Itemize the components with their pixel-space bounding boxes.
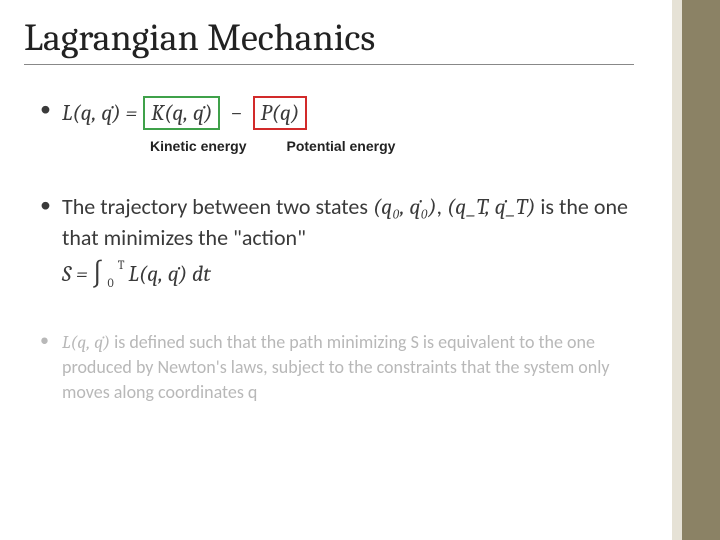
int-lower: 0 (108, 275, 114, 291)
state-0: (q₀, q̇₀) (373, 194, 437, 220)
lagrangian-equation: L(q, q̇) = K(q, q̇) − P(q) (62, 96, 307, 130)
action-body: L(q, q̇) dt (128, 260, 210, 290)
bullet-dot: • (40, 96, 62, 130)
integral-sign: ∫ (92, 256, 104, 294)
state-T: (q_T, q̇_T) (447, 194, 535, 220)
action-equation: S = ∫0T L(q, q̇) dt (62, 256, 640, 294)
def-lead: L(q, q̇) (62, 332, 110, 353)
def-rest: is defined such that the path minimizing… (62, 331, 610, 403)
trajectory-text: The trajectory between two states (q₀, q… (62, 192, 640, 294)
minus-sign: − (226, 100, 246, 126)
kinetic-box: K(q, q̇) (143, 96, 220, 130)
bullet-trajectory: • The trajectory between two states (q₀,… (40, 192, 640, 294)
eq-lhs: L(q, q̇) = (62, 100, 137, 126)
potential-term: P(q) (261, 100, 300, 126)
side-accent-light (672, 0, 682, 540)
bullet-definition: • L(q, q̇) is defined such that the path… (40, 330, 640, 404)
definition-text: L(q, q̇) is defined such that the path m… (62, 330, 640, 404)
traj-a: The trajectory between two states (62, 193, 373, 220)
bullet-lagrangian: • L(q, q̇) = K(q, q̇) − P(q) (40, 96, 640, 130)
bullet-dot: • (40, 192, 62, 294)
potential-box: P(q) (253, 96, 308, 130)
kinetic-label: Kinetic energy (150, 138, 246, 154)
kinetic-term: K(q, q̇) (151, 100, 212, 126)
potential-label: Potential energy (286, 138, 395, 154)
title-rule (24, 64, 634, 65)
traj-comma: , (437, 193, 447, 220)
slide-content: • L(q, q̇) = K(q, q̇) − P(q) Kinetic ene… (40, 96, 640, 404)
bullet-dot-faded: • (40, 330, 62, 404)
int-upper: T (118, 257, 125, 273)
energy-labels: Kinetic energy Potential energy (150, 138, 640, 154)
action-lhs: S = (62, 260, 88, 290)
side-accent-bar (682, 0, 720, 540)
page-title: Lagrangian Mechanics (24, 16, 375, 60)
